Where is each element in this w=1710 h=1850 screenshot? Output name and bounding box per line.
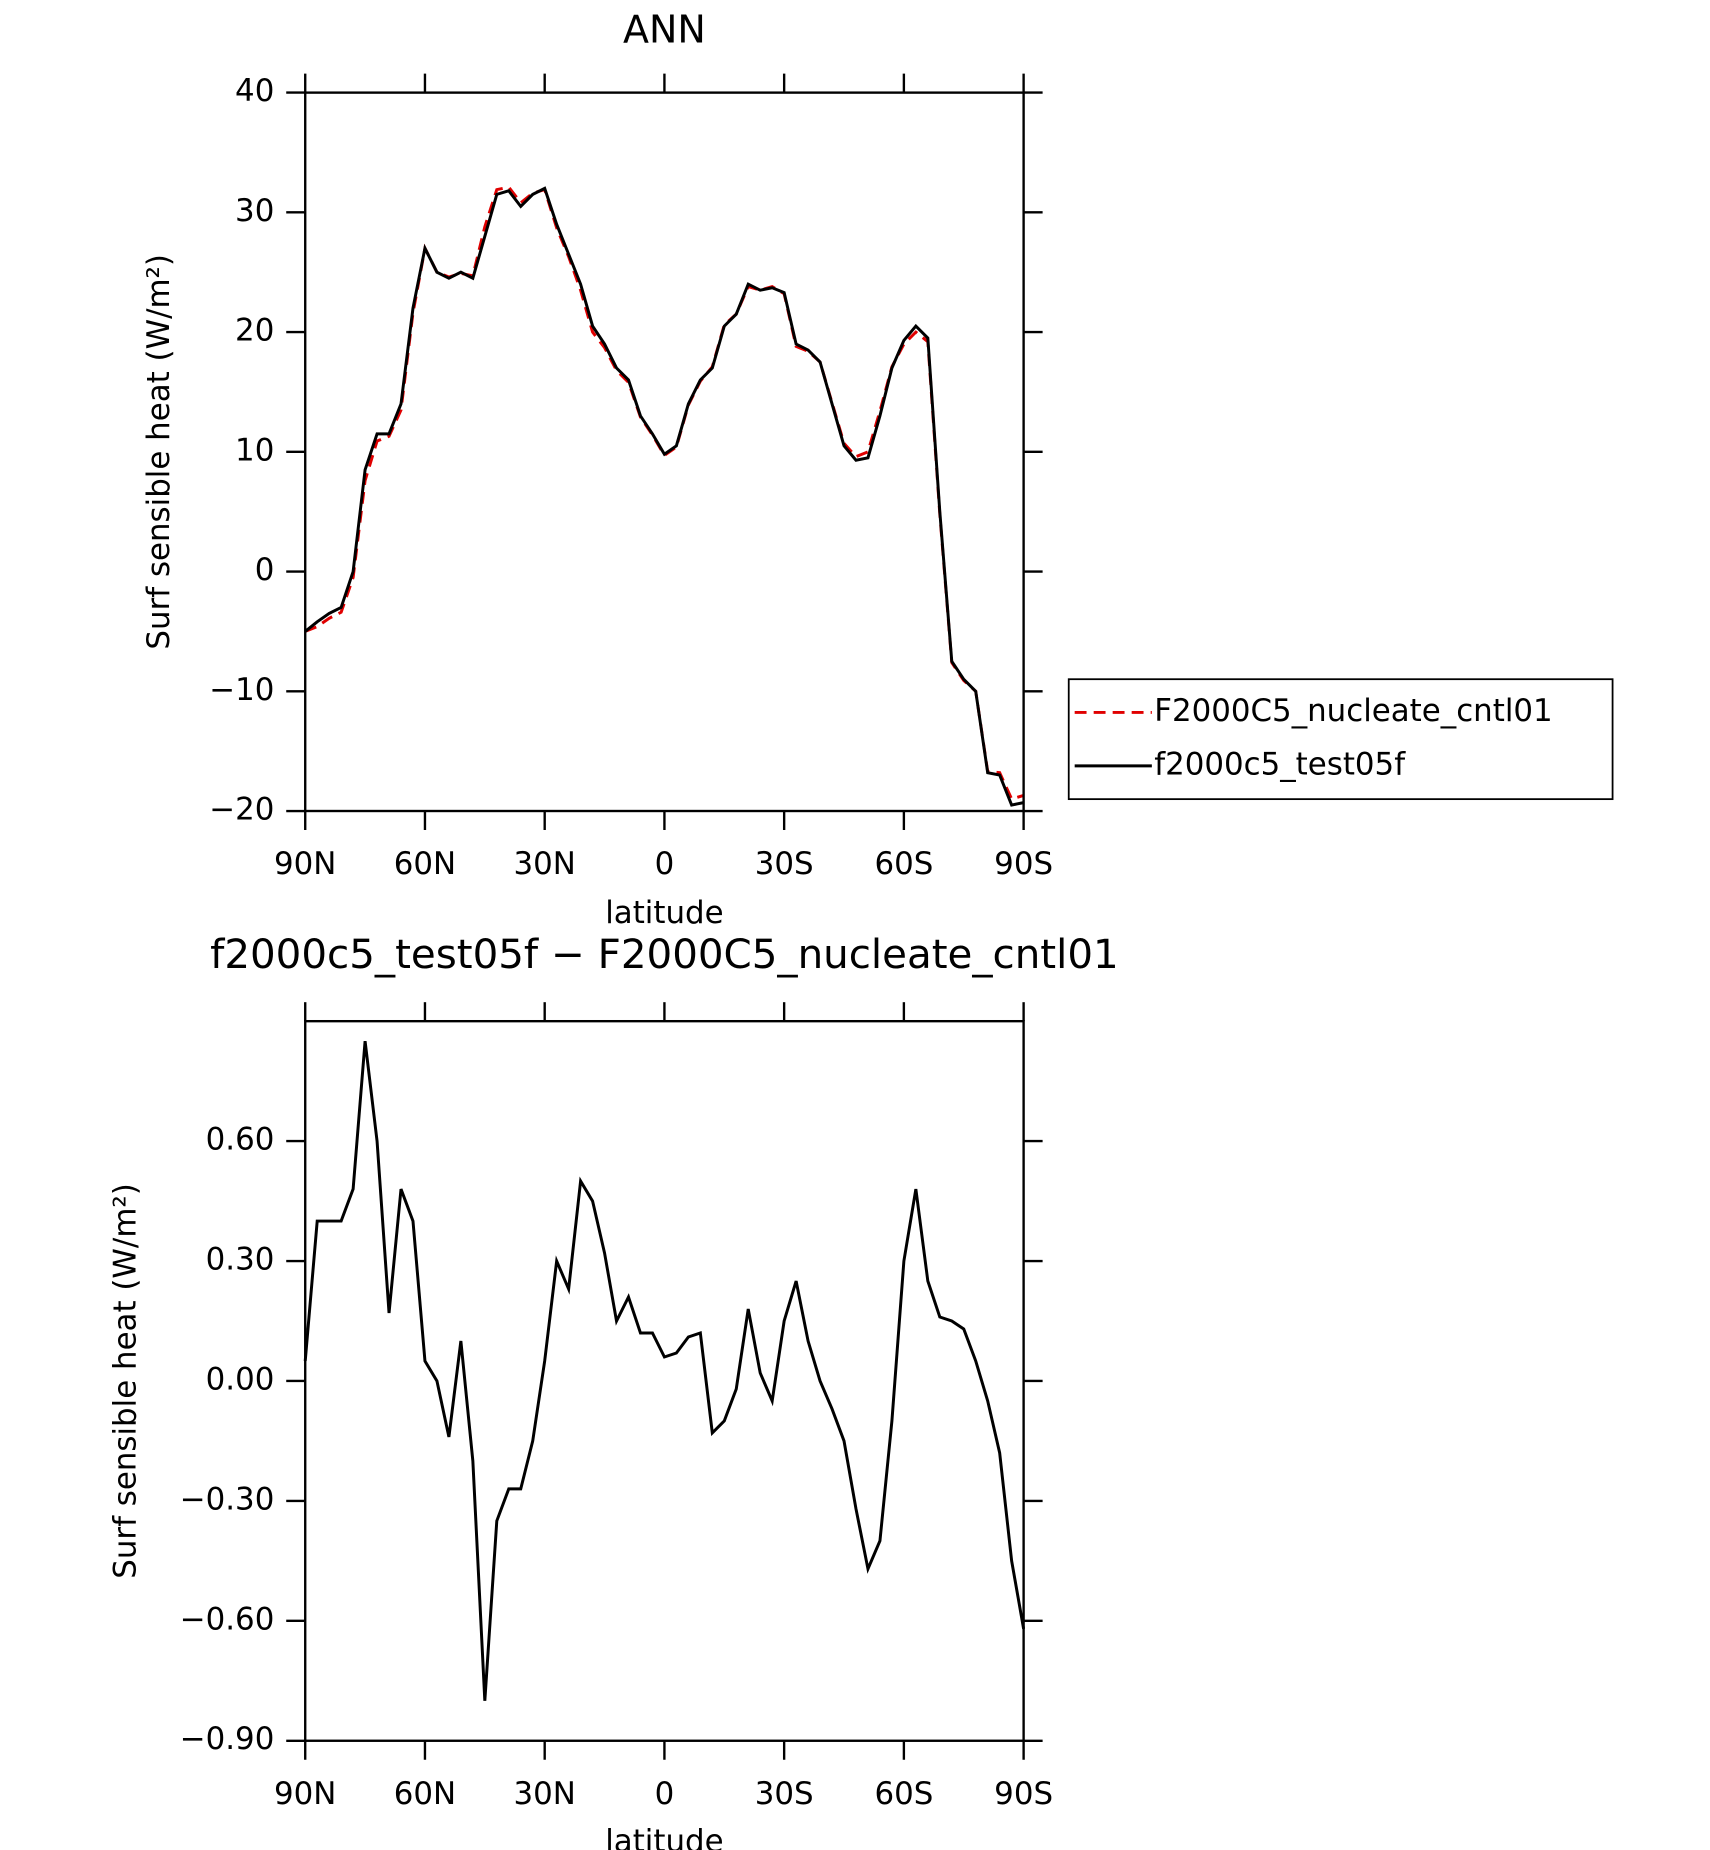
plot-frame — [304, 1019, 1025, 1742]
y-tick-label: −0.60 — [180, 1601, 275, 1637]
x-tick-label: 30N — [514, 846, 576, 882]
y-tick-label: −20 — [209, 792, 274, 828]
x-tick-label: 0 — [655, 846, 675, 882]
x-tick-label: 30N — [514, 1776, 576, 1812]
plot-frame — [304, 91, 1025, 813]
x-tick-label: 90N — [274, 846, 336, 882]
y-tick-label: 0.30 — [206, 1242, 275, 1278]
y-tick-label: −0.30 — [180, 1481, 275, 1517]
y-tick-label: 10 — [235, 432, 274, 468]
y-tick-label: −10 — [209, 672, 274, 708]
y-tick-label: 0 — [255, 552, 275, 588]
chart-title: ANN — [623, 8, 706, 52]
y-tick-label: 0.60 — [206, 1122, 275, 1158]
y-tick-label: 30 — [235, 193, 274, 229]
x-tick-label: 60N — [394, 1776, 456, 1812]
legend-label: f2000c5_test05f — [1154, 746, 1406, 782]
x-tick-label: 60S — [874, 1776, 933, 1812]
x-tick-label: 30S — [755, 1776, 814, 1812]
y-axis-label: Surf sensible heat (W/m²) — [108, 1183, 144, 1579]
x-tick-label: 90S — [994, 846, 1053, 882]
y-tick-label: 20 — [235, 313, 274, 349]
x-axis-label: latitude — [605, 1823, 723, 1850]
data-line — [303, 1040, 1026, 1701]
y-tick-label: −0.90 — [180, 1721, 275, 1757]
x-tick-label: 60S — [874, 846, 933, 882]
legend-box — [1067, 678, 1614, 801]
x-tick-label: 60N — [394, 846, 456, 882]
x-tick-label: 0 — [655, 1776, 675, 1812]
y-tick-label: 40 — [235, 73, 274, 109]
y-axis-label: Surf sensible heat (W/m²) — [141, 254, 177, 650]
x-axis-label: latitude — [605, 895, 723, 931]
data-line — [304, 186, 1024, 807]
chart-title: f2000c5_test05f − F2000C5_nucleate_cntl0… — [210, 931, 1119, 978]
x-tick-label: 90N — [274, 1776, 336, 1812]
x-tick-label: 90S — [994, 1776, 1053, 1812]
x-tick-label: 30S — [755, 846, 814, 882]
y-tick-label: 0.00 — [206, 1361, 275, 1397]
data-line — [304, 185, 1025, 801]
legend-label: F2000C5_nucleate_cntl01 — [1154, 693, 1552, 729]
